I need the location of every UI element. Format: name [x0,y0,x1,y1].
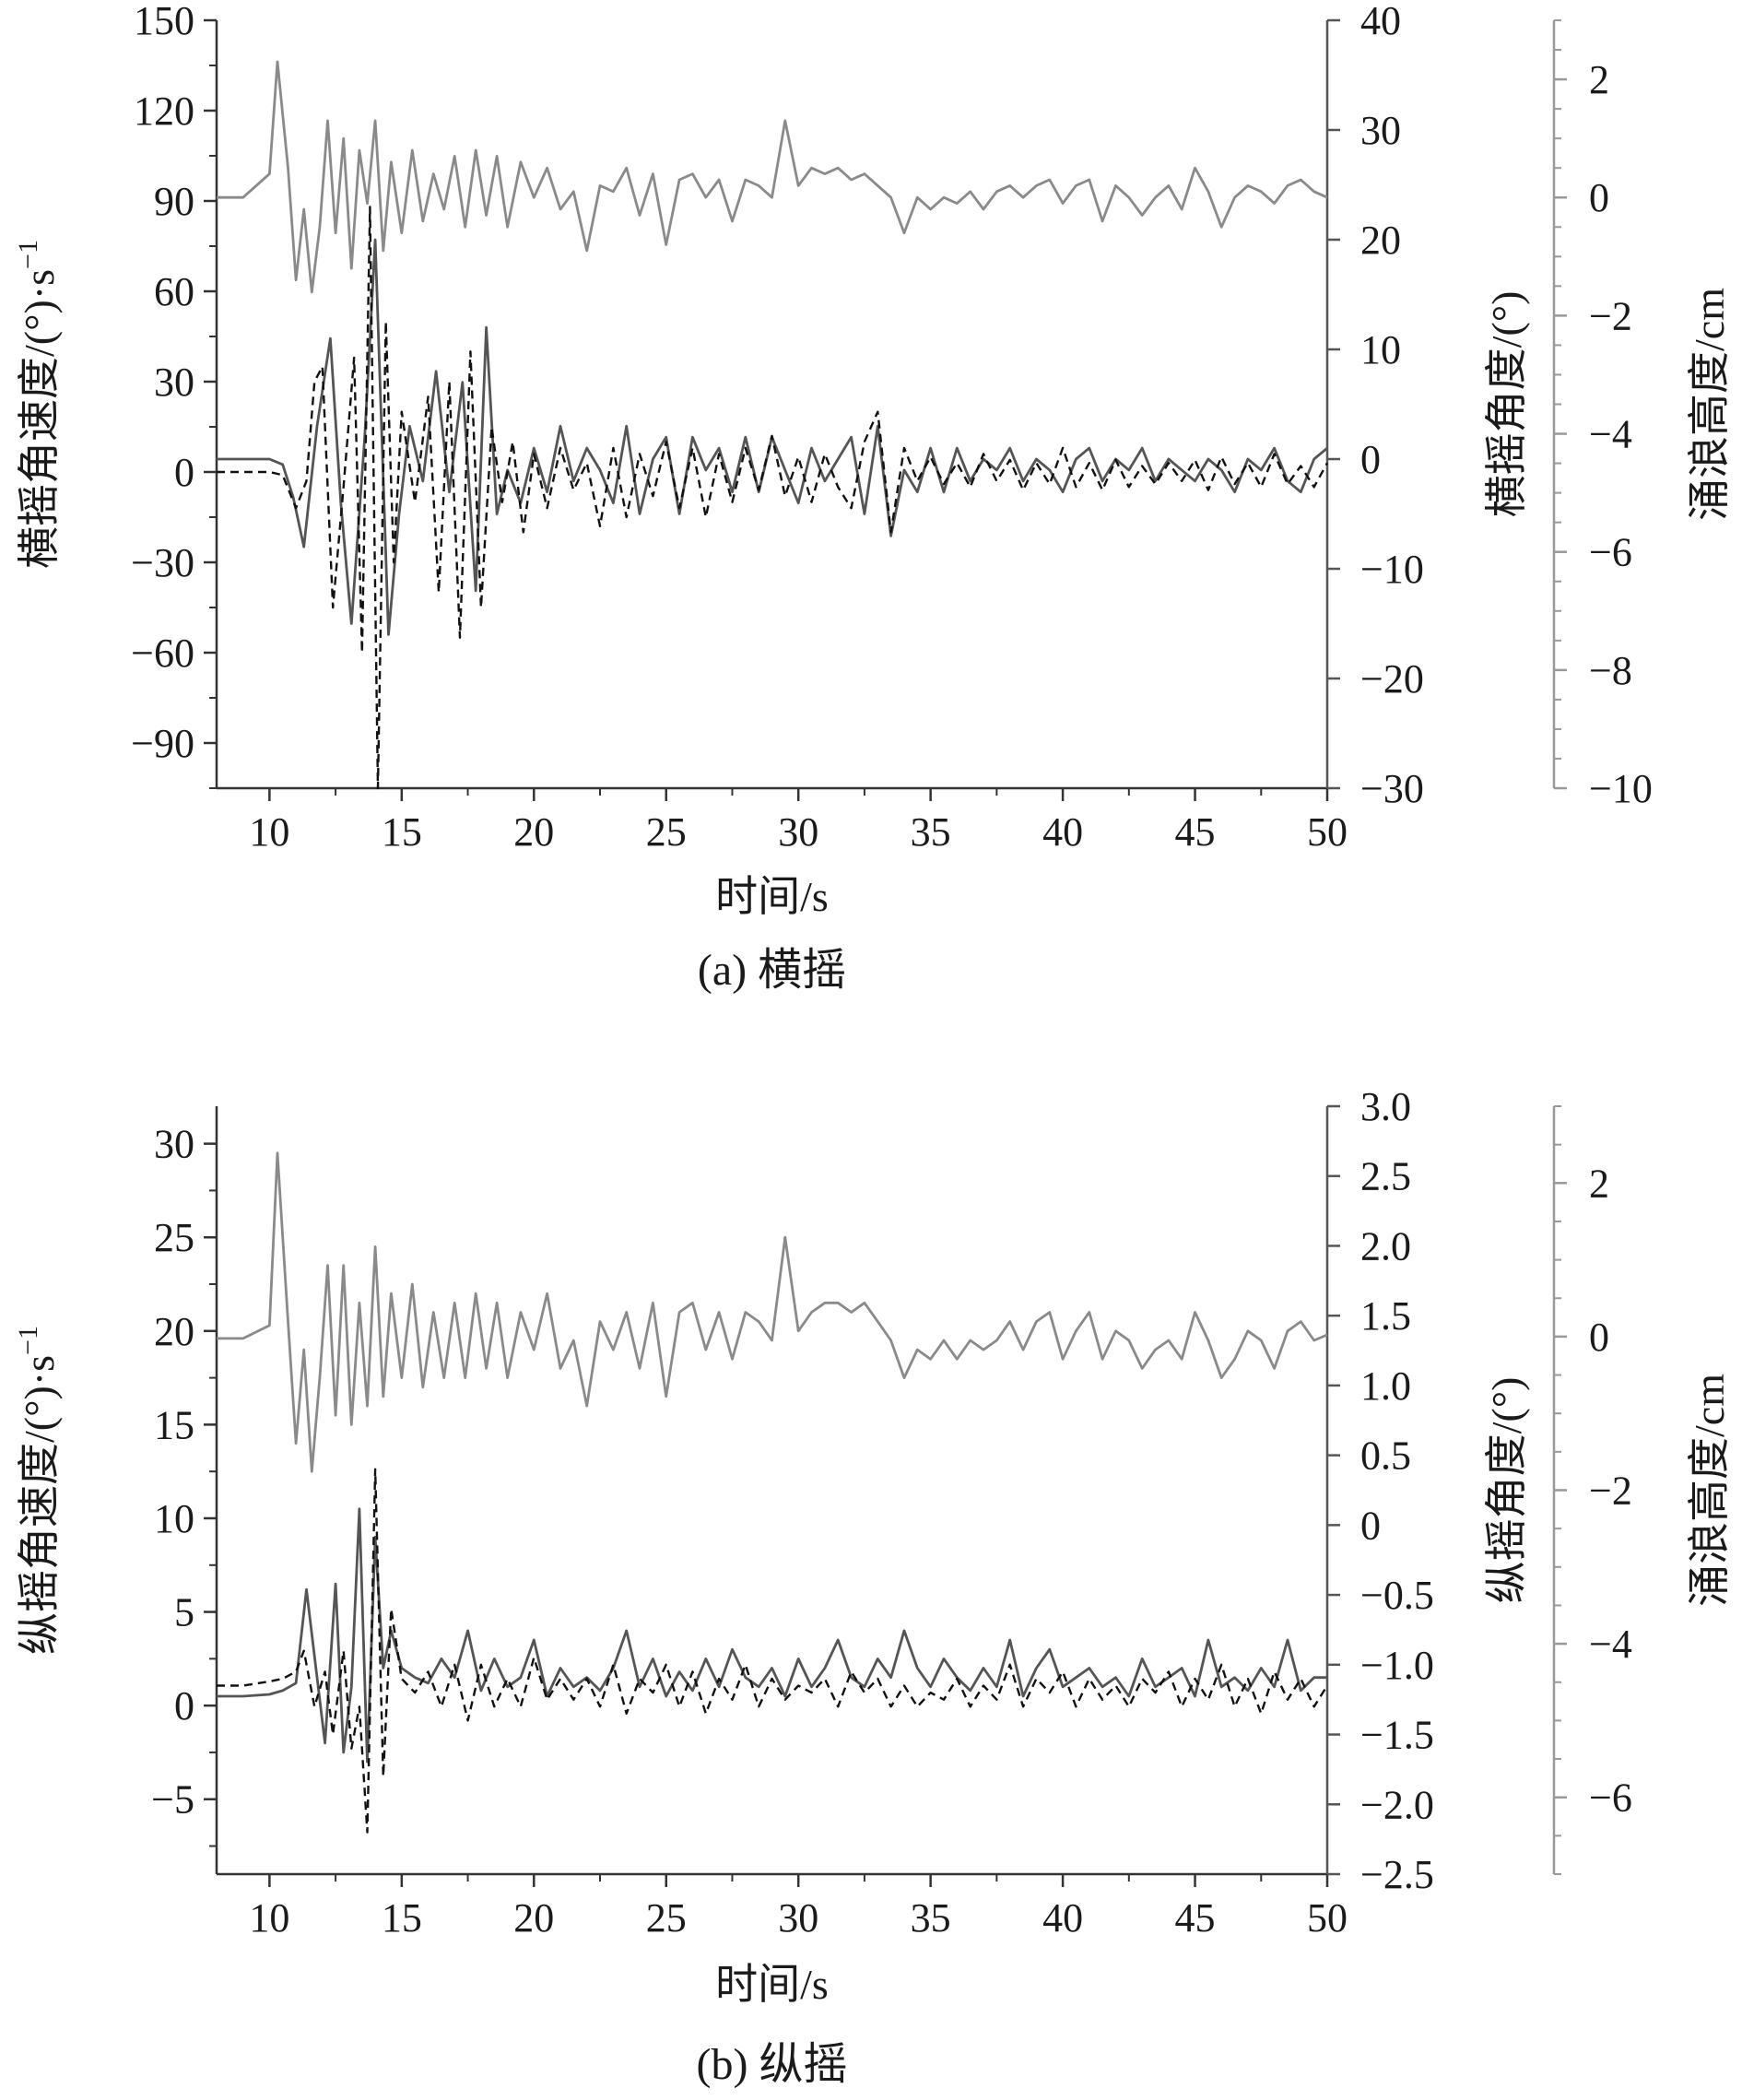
x-tick-label: 25 [646,1895,687,1941]
x-tick-label: 10 [249,809,289,855]
right1-tick-label: 2.0 [1360,1223,1411,1268]
x-tick-label: 45 [1175,1895,1216,1941]
right1-axis-title: 纵摇角度/(°) [1483,1377,1530,1604]
wave-height-line [217,60,1328,294]
x-tick-label: 35 [911,809,951,855]
right1-tick-label: 30 [1360,108,1401,153]
right1-tick-label: 10 [1360,327,1401,372]
right2-axis-title: 涌浪高度/cm [1686,1374,1733,1607]
right2-tick-label: 0 [1589,175,1609,220]
right2-tick-label: −4 [1589,412,1632,457]
right1-tick-label: 40 [1360,0,1401,43]
right1-tick-label: 0 [1360,1503,1381,1548]
right2-tick-label: −2 [1589,1469,1632,1514]
left-tick-label: 0 [174,1683,194,1728]
right1-tick-label: −2.5 [1360,1852,1434,1897]
wave-height-line [217,1151,1328,1473]
right1-tick-label: 0.5 [1360,1433,1411,1479]
left-axis-title-sup: −1 [13,240,43,269]
x-tick-label: 15 [382,1895,422,1941]
x-tick-label: 10 [249,1895,289,1941]
right2-tick-label: −8 [1589,648,1632,693]
x-axis-title: 时间/s [715,1961,829,2008]
right2-axis-title: 涌浪高度/cm [1686,288,1733,521]
right1-tick-label: −10 [1360,547,1424,592]
right2-tick-label: 0 [1589,1315,1609,1360]
left-tick-label: 20 [154,1309,194,1354]
right1-tick-label: 1.5 [1360,1293,1411,1339]
right2-tick-label: −4 [1589,1622,1632,1667]
left-tick-label: 10 [154,1496,194,1541]
panel-caption: (a) 横摇 [698,946,846,995]
angle-line [217,1507,1327,1764]
x-tick-label: 50 [1307,809,1348,855]
left-tick-label: 30 [154,1122,194,1167]
right1-tick-label: −30 [1360,766,1424,811]
right1-tick-label: −2.0 [1360,1782,1434,1827]
left-tick-label: −90 [131,721,194,766]
left-tick-label: −30 [131,540,194,585]
right2-tick-label: 2 [1589,57,1609,102]
right1-axis-title: 横摇角度/(°) [1483,291,1530,518]
right1-tick-label: 2.5 [1360,1154,1411,1199]
left-axis-title: 纵摇角速度/(°)·s−1 [13,1326,63,1655]
x-tick-label: 20 [513,1895,554,1941]
left-tick-label: −60 [131,631,194,676]
left-tick-label: 5 [174,1590,194,1635]
right1-tick-label: 3.0 [1360,1084,1411,1129]
left-tick-label: 25 [154,1215,194,1260]
right1-tick-label: −0.5 [1360,1573,1434,1618]
left-tick-label: 15 [154,1402,194,1447]
x-tick-label: 40 [1042,809,1083,855]
right2-tick-label: −2 [1589,293,1632,338]
right2-tick-label: −10 [1589,766,1653,811]
left-tick-label: 30 [154,360,194,405]
right1-tick-label: −20 [1360,656,1424,702]
right1-tick-label: −1.0 [1360,1643,1434,1688]
right2-tick-label: −6 [1589,530,1632,575]
right2-tick-label: −6 [1589,1776,1632,1821]
x-tick-label: 35 [911,1895,951,1941]
x-tick-label: 30 [778,1895,818,1941]
x-tick-label: 30 [778,809,818,855]
left-tick-label: 120 [134,88,194,134]
x-tick-label: 40 [1042,1895,1083,1941]
right1-tick-label: 1.0 [1360,1363,1411,1409]
left-tick-label: 60 [154,269,194,314]
left-tick-label: 150 [134,0,194,43]
x-axis-title: 时间/s [715,873,829,920]
left-axis-title-text: 纵摇角速度/(°)·s [16,1355,63,1655]
left-axis-title: 横摇角速度/(°)·s−1 [13,240,63,569]
left-tick-label: 90 [154,179,194,224]
right1-tick-label: −1.5 [1360,1713,1434,1758]
left-tick-label: 0 [174,450,194,495]
angular-rate-line [217,1468,1329,1834]
angular-rate-line [217,206,1329,790]
x-tick-label: 45 [1175,809,1216,855]
left-axis-title-sup: −1 [13,1326,43,1355]
right1-tick-label: 0 [1360,437,1381,482]
x-tick-label: 15 [382,809,422,855]
panel-caption: (b) 纵摇 [697,2040,848,2089]
right1-tick-label: 20 [1360,218,1401,263]
left-tick-label: −5 [151,1777,194,1823]
x-tick-label: 25 [646,809,687,855]
right2-tick-label: 2 [1589,1161,1609,1206]
x-tick-label: 50 [1307,1895,1348,1941]
left-axis-title-text: 横摇角速度/(°)·s [16,269,63,569]
x-tick-label: 20 [513,809,554,855]
